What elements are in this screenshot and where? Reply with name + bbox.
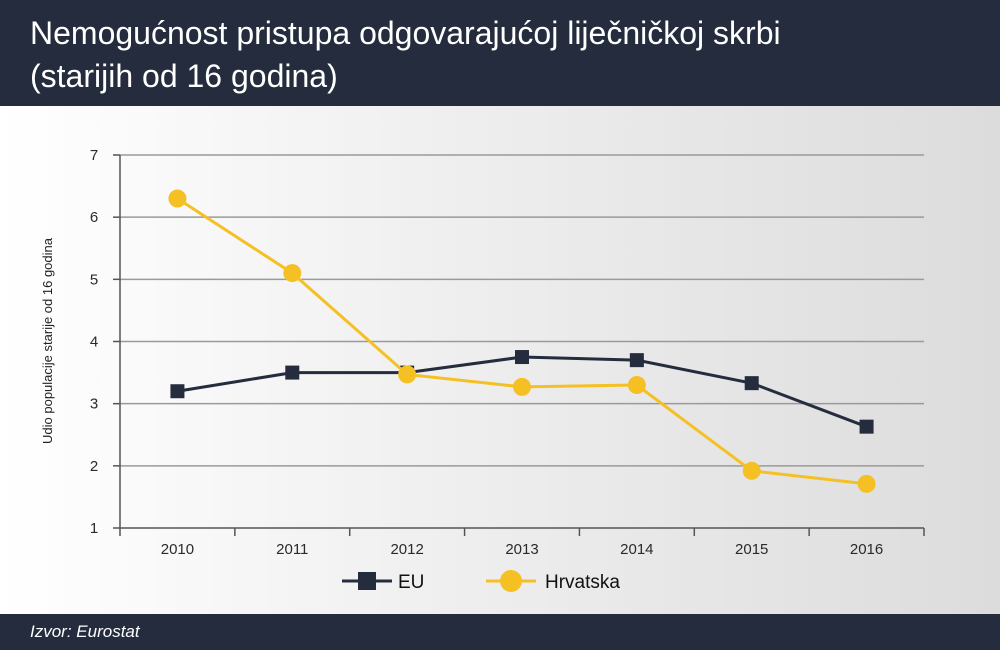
source-note: Izvor: Eurostat <box>30 622 140 641</box>
data-point <box>285 365 300 380</box>
x-tick-labels: 2010 2011 2012 2013 2014 2015 2016 <box>161 541 884 558</box>
x-tick-label: 2015 <box>735 541 768 558</box>
chart-title-line-2: (starijih od 16 godina) <box>30 58 338 94</box>
legend-marker <box>358 572 376 590</box>
legend-label: EU <box>398 572 424 593</box>
y-tick-labels: 1 2 3 4 5 6 7 <box>90 147 98 537</box>
x-tick-label: 2011 <box>276 541 308 558</box>
data-point <box>742 461 761 480</box>
y-axis-label: Udio populacije starije od 16 godina <box>40 237 55 444</box>
x-tick-label: 2012 <box>390 541 423 558</box>
data-point <box>398 365 417 384</box>
y-tick-label: 7 <box>90 147 98 164</box>
data-point <box>857 474 876 493</box>
chart-title-line-1: Nemogućnost pristupa odgovarajućoj liječ… <box>30 15 781 51</box>
series-layer <box>168 189 876 493</box>
data-point <box>170 384 185 399</box>
data-point <box>513 377 531 396</box>
data-point <box>629 353 644 368</box>
y-tick-label: 5 <box>90 271 98 288</box>
data-point <box>859 419 874 434</box>
data-point <box>515 350 529 365</box>
x-tick-label: 2013 <box>505 541 538 558</box>
y-tick-label: 1 <box>90 520 98 537</box>
x-tick-label: 2016 <box>850 541 883 558</box>
footer-bar: Izvor: Eurostat <box>0 614 1000 650</box>
legend-item-eu: EU <box>342 572 424 593</box>
grid-lines <box>120 154 924 467</box>
series-hrvatska <box>168 189 876 493</box>
y-tick-label: 3 <box>90 396 98 413</box>
data-point <box>627 376 646 395</box>
chart-title: Nemogućnost pristupa odgovarajućoj liječ… <box>30 12 781 98</box>
data-point <box>744 376 759 391</box>
x-tick-label: 2014 <box>620 541 653 558</box>
legend-item-hrvatska: Hrvatska <box>486 570 620 593</box>
x-tick-label: 2010 <box>161 541 194 558</box>
data-point <box>283 264 302 283</box>
y-tick-label: 6 <box>90 209 98 226</box>
y-tick-label: 4 <box>90 334 98 351</box>
legend-marker <box>500 570 522 592</box>
y-tick-label: 2 <box>90 458 98 475</box>
data-point <box>168 189 187 208</box>
axes <box>113 154 925 536</box>
header-bar: Nemogućnost pristupa odgovarajućoj liječ… <box>0 0 1000 106</box>
legend: EU Hrvatska <box>342 570 620 593</box>
legend-label: Hrvatska <box>545 572 620 593</box>
